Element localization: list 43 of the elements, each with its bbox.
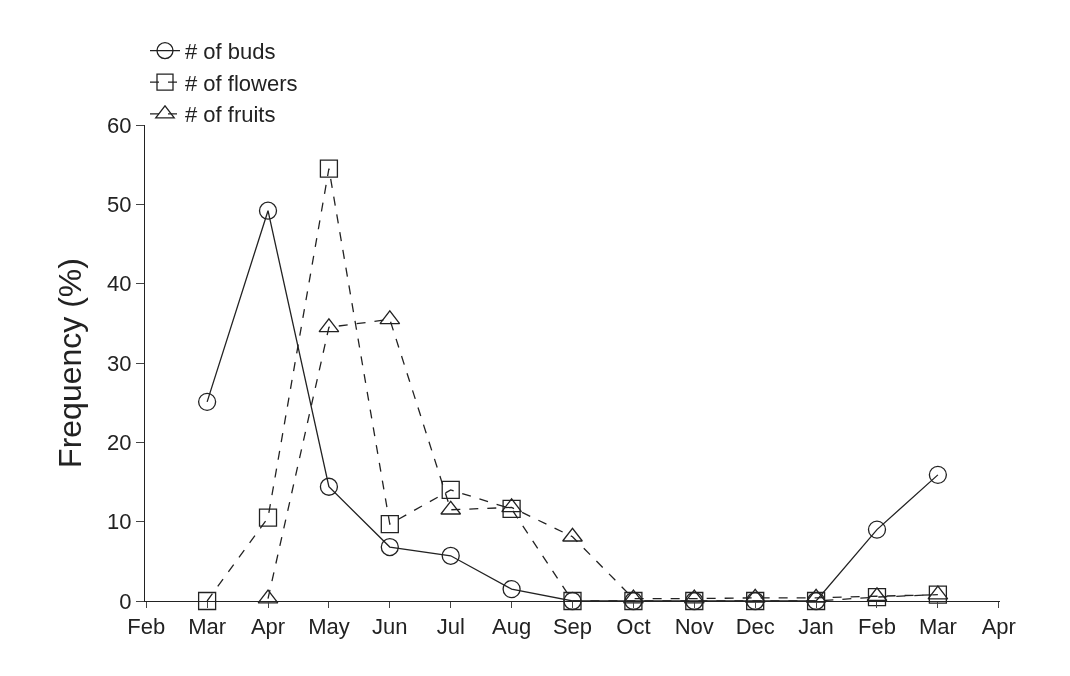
y-tick-label: 10 (107, 509, 132, 535)
point (380, 514, 399, 534)
point (319, 477, 339, 496)
point (867, 587, 887, 607)
x-tick-label: Oct (616, 614, 651, 640)
y-tick-label: 50 (107, 192, 132, 218)
x-tick-label: Feb (127, 614, 166, 640)
x-tick-label: Sep (552, 614, 593, 640)
point (197, 392, 217, 412)
x-tick-label: Aug (492, 614, 532, 640)
x-tick-label: Apr (981, 614, 1016, 640)
point (928, 465, 948, 484)
point (197, 591, 217, 611)
legend-label: # of flowers (185, 70, 298, 96)
point (441, 480, 460, 500)
x-tick-label: Mar (918, 614, 957, 640)
x-tick-label: Apr (250, 614, 286, 640)
point (562, 527, 583, 542)
x-tick-label: May (308, 614, 350, 640)
point (441, 546, 460, 565)
point (867, 520, 887, 539)
y-axis-title: Frequency (%) (52, 258, 89, 468)
y-tick-label: 0 (119, 588, 132, 614)
x-tick-label: Dec (735, 614, 775, 640)
legend-label: # of fruits (185, 102, 276, 128)
x-tick-label: Mar (188, 614, 227, 640)
point (928, 585, 948, 604)
y-tick-label: 40 (107, 271, 132, 297)
x-tick-label: Jan (798, 614, 834, 640)
legend-label: # of buds (185, 39, 276, 65)
y-tick-label: 60 (107, 112, 132, 138)
x-tick-label: Jun (372, 614, 408, 640)
x-tick-label: Jul (436, 614, 465, 640)
y-tick-label: 20 (107, 430, 132, 456)
point (258, 201, 278, 220)
x-tick-label: Feb (858, 614, 896, 640)
point (502, 499, 521, 519)
point (502, 579, 521, 599)
x-tick-label: Nov (674, 614, 714, 640)
point (258, 508, 278, 527)
point (380, 537, 399, 557)
y-tick-label: 30 (107, 350, 132, 376)
point (319, 159, 339, 178)
